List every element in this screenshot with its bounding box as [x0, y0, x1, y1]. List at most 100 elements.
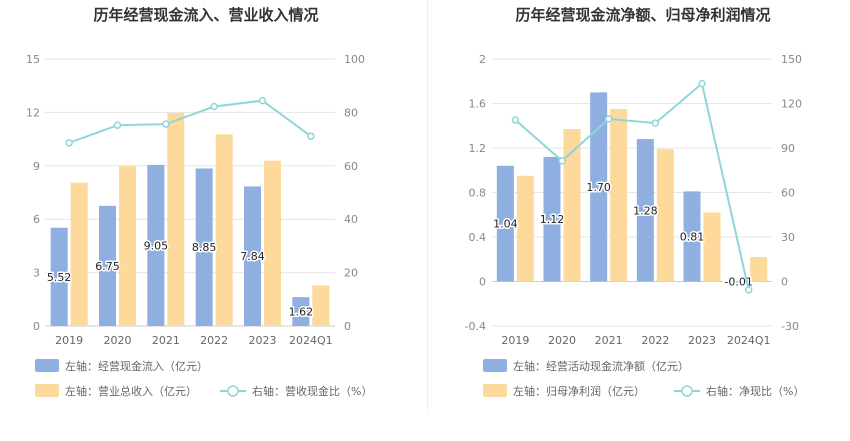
ratio-line	[514, 81, 750, 291]
legend-swatch-bar-left	[35, 359, 59, 372]
bar-revenue	[215, 134, 233, 326]
x-axis-tick-label: 2019	[55, 334, 83, 347]
left-axis-tick-label: 2	[479, 53, 486, 66]
bar-op-cash-net	[590, 92, 608, 282]
left-axis-tick-label: 3	[33, 267, 40, 280]
bar-net-profit	[750, 257, 768, 282]
chart-title: 历年经营现金流入、营业收入情况	[93, 6, 318, 24]
x-axis-tick-label: 2023	[688, 334, 716, 347]
legend-swatch-bar-right	[35, 384, 59, 397]
right-axis-tick-label: 20	[344, 267, 358, 280]
left-axis-tick-label: 0	[33, 320, 40, 333]
right-axis-tick-label: 0	[781, 276, 788, 289]
right-axis-tick-label: 120	[781, 98, 802, 111]
x-axis-tick-label: 2020	[104, 334, 132, 347]
bar-op-cash-net	[496, 165, 514, 282]
right-axis-tick-label: 150	[781, 53, 802, 66]
bar-data-label: 9.05	[144, 239, 169, 252]
bar-revenue	[264, 160, 281, 326]
left-axis-tick-label: 9	[33, 160, 40, 173]
bar-net-profit	[563, 129, 581, 282]
bar-data-label: 1.04	[493, 218, 518, 231]
bar-data-label: 1.28	[633, 204, 658, 217]
legend-label: 右轴：净现比（%）	[706, 384, 804, 398]
x-axis-tick-label: 2019	[501, 334, 529, 347]
bar-data-label: 6.75	[95, 260, 120, 273]
bar-data-label: 1.70	[586, 181, 611, 194]
bar-op-cash-net	[636, 139, 654, 282]
ratio-line-point	[698, 79, 706, 88]
chart-title: 历年经营现金流净额、归母净利润情况	[515, 6, 770, 24]
left-axis-tick-label: 1.6	[469, 98, 487, 111]
ratio-line-point	[744, 286, 753, 294]
legend-swatch-line-marker	[681, 385, 693, 397]
bar-data-label: 7.84	[240, 250, 265, 263]
right-axis-tick-label: 60	[344, 160, 358, 173]
bar-data-label: 1.62	[289, 306, 314, 319]
x-axis-tick-label: 2022	[200, 334, 228, 347]
bar-revenue	[167, 112, 185, 327]
legend-swatch-bar-right	[483, 384, 507, 397]
ratio-line-point	[210, 102, 218, 111]
bar-net-profit	[656, 149, 674, 282]
ratio-line-point	[258, 96, 267, 105]
bar-net-profit	[610, 109, 628, 282]
bar-revenue	[119, 166, 136, 326]
ratio-line-point	[558, 157, 566, 165]
x-axis-tick-label: 2024Q1	[727, 334, 771, 347]
right-axis-tick-label: 60	[781, 187, 795, 200]
bar-revenue	[70, 182, 88, 326]
right-axis-tick-label: -30	[781, 320, 799, 333]
right-axis-tick-label: 100	[344, 53, 365, 66]
ratio-line-point	[307, 132, 315, 140]
left-axis-tick-label: -0.4	[465, 320, 486, 333]
bar-data-label: 0.81	[680, 230, 705, 243]
ratio-line-point	[65, 139, 73, 147]
bar-data-label: 5.52	[47, 271, 72, 284]
x-axis-tick-label: 2022	[641, 334, 669, 347]
x-axis-tick-label: 2024Q1	[289, 334, 333, 347]
bar-op-cash-net	[683, 191, 701, 282]
right-axis-tick-label: 90	[781, 142, 795, 155]
bar-op-cash-net	[730, 281, 748, 283]
bar-data-label: 8.85	[192, 241, 217, 254]
bar-cash-inflow	[99, 205, 116, 326]
legend-label: 左轴：经营活动现金流净额（亿元）	[513, 359, 689, 373]
ratio-line-point	[162, 120, 170, 128]
bar-cash-inflow	[244, 186, 261, 326]
left-axis-tick-label: 0	[479, 276, 486, 289]
legend-label: 左轴：营业总收入（亿元）	[65, 384, 197, 398]
right-axis-tick-label: 30	[781, 231, 795, 244]
bar-net-profit	[516, 175, 534, 282]
left-axis-tick-label: 6	[33, 213, 40, 226]
left-axis-tick-label: 1.2	[469, 142, 487, 155]
bar-net-profit	[703, 212, 721, 282]
ratio-line-point	[604, 115, 613, 123]
x-axis-tick-label: 2021	[595, 334, 623, 347]
x-axis-tick-label: 2020	[548, 334, 576, 347]
left-axis-tick-label: 15	[26, 53, 40, 66]
ratio-line-point	[651, 119, 660, 127]
ratio-line-point	[511, 116, 520, 124]
bar-cash-inflow	[195, 168, 213, 326]
bar-data-label: 1.12	[540, 213, 565, 226]
ratio-line	[68, 99, 312, 144]
x-axis-tick-label: 2023	[249, 334, 277, 347]
x-axis-tick-label: 2021	[152, 334, 180, 347]
left-axis-tick-label: 0.8	[469, 187, 487, 200]
left-axis-tick-label: 0.4	[469, 231, 487, 244]
bar-op-cash-net	[543, 156, 561, 282]
ratio-line-point	[113, 121, 122, 129]
right-axis-tick-label: 0	[344, 320, 351, 333]
right-axis-tick-label: 80	[344, 106, 358, 119]
legend-label: 左轴：归母净利润（亿元）	[513, 384, 645, 398]
legend-swatch-bar-left	[483, 359, 507, 372]
left-axis-tick-label: 12	[26, 106, 40, 119]
bar-cash-inflow	[147, 164, 165, 326]
bar-revenue	[312, 285, 330, 326]
legend-label: 右轴：营收现金比（%）	[252, 384, 372, 398]
bar-cash-inflow	[50, 227, 68, 326]
bar-cash-inflow	[292, 297, 310, 326]
